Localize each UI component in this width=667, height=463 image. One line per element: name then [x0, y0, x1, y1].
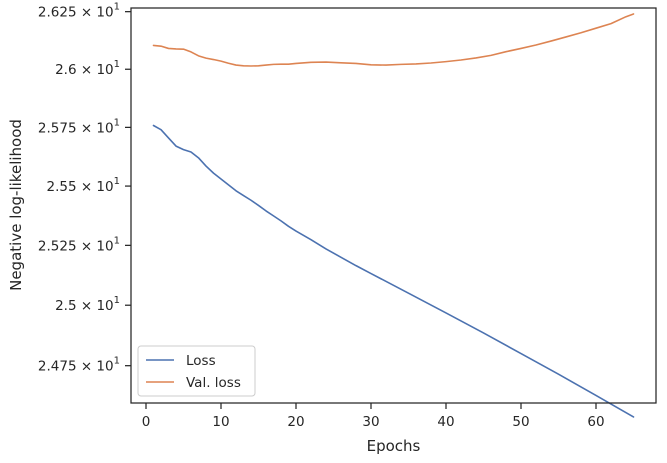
x-axis-label: Epochs — [367, 437, 421, 455]
x-tick-label: 30 — [362, 414, 379, 430]
y-tick-label: 2.475 × 101 — [38, 356, 120, 375]
legend-box — [137, 345, 256, 397]
legend-label: Loss — [186, 353, 216, 369]
x-tick-label: 10 — [212, 414, 229, 430]
y-tick-label: 2.575 × 101 — [38, 117, 120, 136]
y-axis-label: Negative log-likelihood — [7, 119, 25, 291]
x-axis: 0 10 20 30 40 50 60 — [142, 403, 605, 430]
plot-frame — [130, 7, 657, 404]
legend-label: Val. loss — [186, 375, 241, 391]
y-tick-label: 2.6 × 101 — [55, 59, 120, 78]
y-axis: 2.475 × 101 2.5 × 101 2.525 × 101 2.55 × 10… — [38, 2, 131, 375]
y-tick-label: 2.525 × 101 — [38, 235, 120, 254]
series-line-0 — [152, 124, 635, 418]
legend: Loss Val. loss — [137, 345, 256, 397]
y-tick-label: 2.55 × 101 — [46, 176, 120, 195]
x-tick-label: 40 — [437, 414, 454, 430]
x-tick-label: 60 — [587, 414, 604, 430]
x-tick-label: 20 — [287, 414, 304, 430]
x-tick-label: 0 — [142, 414, 151, 430]
x-tick-label: 50 — [512, 414, 529, 430]
series-line-1 — [152, 13, 635, 67]
y-tick-label: 2.625 × 101 — [38, 2, 120, 21]
y-tick-label: 2.5 × 101 — [55, 295, 120, 314]
plot-lines — [152, 13, 635, 418]
